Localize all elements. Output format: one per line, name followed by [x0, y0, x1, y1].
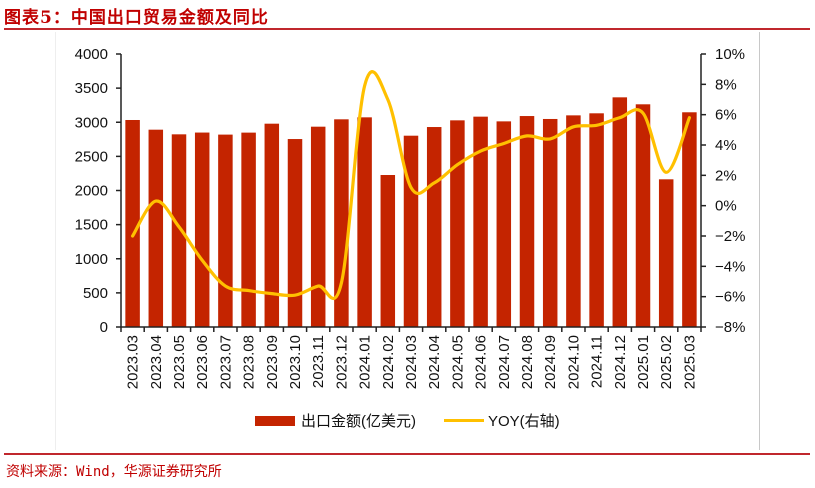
bar-2024.06 [473, 116, 488, 327]
bar-2025.02 [658, 179, 674, 327]
left-axis-tick-label: 3000 [75, 114, 108, 131]
x-axis-tick-label: 2024.06 [473, 335, 490, 389]
bar-2023.05 [171, 134, 187, 327]
bar-2024.12 [612, 97, 628, 328]
legend-label-export: 出口金额(亿美元) [301, 413, 416, 430]
x-axis-tick-label: 2023.05 [171, 335, 188, 389]
x-axis-tick-label: 2024.08 [519, 335, 536, 389]
bar-2025.03 [682, 112, 697, 328]
bar-2024.02 [380, 175, 396, 327]
x-axis-tick-label: 2024.02 [380, 335, 397, 389]
x-axis-tick-label: 2024.05 [449, 335, 466, 389]
x-axis-tick-label: 2025.03 [681, 335, 698, 389]
footer-divider [4, 453, 810, 455]
x-axis-tick-label: 2024.09 [542, 335, 559, 389]
legend-item-yoy: YOY(右轴) [444, 410, 560, 431]
bar-2023.11 [310, 126, 326, 327]
left-axis-tick-label: 4000 [75, 46, 108, 63]
bar-2024.07 [496, 121, 512, 327]
legend-item-export: 出口金额(亿美元) [255, 410, 416, 431]
x-axis-tick-label: 2024.11 [589, 335, 606, 388]
bar-2024.09 [542, 118, 558, 327]
bar-2025.01 [635, 104, 651, 327]
x-axis-tick-label: 2023.10 [287, 335, 304, 389]
x-axis-tick-label: 2024.10 [565, 335, 582, 389]
bar-2024.01 [357, 117, 372, 327]
figure-title: 图表5：中国出口贸易金额及同比 [4, 8, 269, 28]
line-swatch-icon [444, 419, 484, 422]
legend: 出口金额(亿美元) YOY(右轴) [255, 410, 588, 431]
x-axis-tick-label: 2025.02 [658, 335, 675, 389]
left-axis-tick-label: 2000 [75, 183, 108, 200]
bar-2023.03 [125, 119, 140, 328]
bar-2023.12 [334, 119, 349, 327]
bar-2024.10 [566, 115, 581, 327]
left-axis-tick-label: 500 [83, 285, 108, 302]
bar-2023.07 [218, 134, 233, 327]
export-bars [125, 97, 697, 328]
x-axis-tick-label: 2024.12 [612, 335, 629, 389]
right-axis-tick-label: −6% [715, 289, 745, 306]
right-axis-tick-label: 0% [715, 198, 737, 215]
yoy-line-path [131, 70, 691, 301]
right-axis-tick-label: −4% [715, 258, 745, 275]
axes: 0 500 1000 1500 2000 2500 3000 3500 4000 −8% −6% −4… [75, 46, 746, 389]
right-axis-tick-label: 10% [715, 46, 745, 63]
bar-2024.08 [519, 116, 535, 328]
right-axis-tick-label: −8% [715, 319, 745, 336]
yoy-line [131, 70, 691, 301]
left-axis-tick-label: 0 [100, 319, 108, 336]
x-axis-tick-label: 2023.04 [148, 335, 165, 389]
bar-2024.03 [403, 135, 419, 327]
x-axis-tick-label: 2024.04 [426, 335, 443, 389]
bar-2023.08 [241, 132, 256, 327]
x-axis-tick-label: 2023.11 [310, 335, 327, 388]
left-axis-tick-label: 1500 [75, 217, 108, 234]
x-axis-tick-label: 2023.07 [217, 335, 234, 389]
bar-2023.10 [287, 139, 303, 327]
x-axis-tick-label: 2023.12 [333, 335, 350, 389]
left-axis-tick-label: 2500 [75, 148, 108, 165]
right-axis-tick-label: 6% [715, 107, 737, 124]
bar-2024.11 [589, 113, 604, 327]
bar-swatch-icon [255, 415, 295, 426]
x-axis-tick-label: 2023.08 [241, 335, 258, 389]
right-axis-tick-label: 4% [715, 137, 737, 154]
x-axis-tick-label: 2024.03 [403, 335, 420, 389]
chart-frame-right [759, 32, 760, 450]
x-axis-tick-label: 2023.09 [264, 335, 281, 389]
x-axis-tick-label: 2024.01 [357, 335, 374, 389]
source-note: 资料来源：Wind，华源证券研究所 [6, 464, 222, 480]
right-axis-tick-label: −2% [715, 228, 745, 245]
x-axis-tick-label: 2023.03 [125, 335, 142, 389]
x-axis-tick-label: 2024.07 [496, 335, 513, 389]
x-axis-tick-label: 2023.06 [194, 335, 211, 389]
bar-2023.06 [194, 132, 210, 327]
chart-frame-left [55, 32, 56, 450]
right-axis-tick-label: 2% [715, 167, 737, 184]
title-divider [4, 28, 810, 30]
left-axis-tick-label: 1000 [75, 251, 108, 268]
bar-2024.05 [450, 120, 465, 328]
left-axis-tick-label: 3500 [75, 80, 108, 97]
right-axis-tick-label: 8% [715, 76, 737, 93]
bar-2024.04 [426, 127, 442, 327]
bar-2023.09 [264, 123, 280, 327]
x-axis-tick-label: 2025.01 [635, 335, 652, 389]
legend-label-yoy: YOY(右轴) [488, 413, 560, 430]
bar-2023.04 [148, 129, 164, 327]
